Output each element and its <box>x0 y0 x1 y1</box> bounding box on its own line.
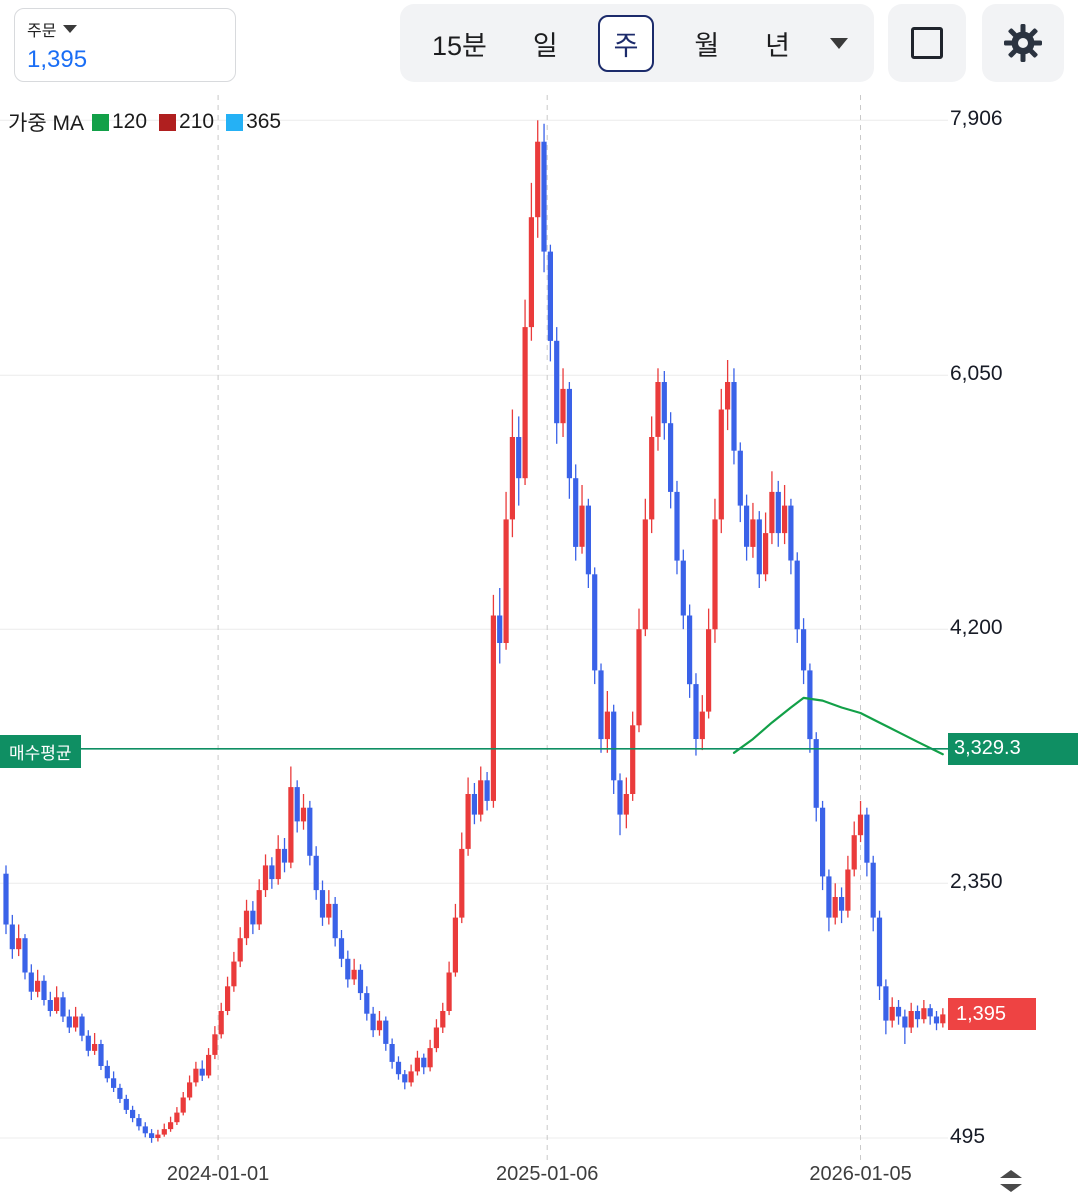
timeframe-dropdown-icon[interactable] <box>829 37 848 49</box>
fullscreen-button[interactable] <box>888 4 966 82</box>
order-box[interactable]: 주문 1,395 <box>14 8 236 82</box>
price-scale-toggle-icon[interactable] <box>998 1170 1024 1192</box>
tab-timeframe-2[interactable]: 주 <box>597 14 655 72</box>
buy-average-price-badge: 3,329.3 <box>948 732 1078 765</box>
ma-period-label: 365 <box>246 110 282 133</box>
ma-color-swatch <box>226 113 244 131</box>
settings-button[interactable] <box>982 4 1064 82</box>
order-dropdown-icon[interactable] <box>63 25 78 33</box>
tab-timeframe-3[interactable]: 월 <box>694 30 720 61</box>
tab-timeframe-1[interactable]: 일 <box>532 30 558 61</box>
tab-timeframe-0[interactable]: 15분 <box>432 30 487 61</box>
order-quantity-value: 1,395 <box>27 46 88 73</box>
price-axis-label: 4,200 <box>950 616 1003 640</box>
date-axis-label: 2025-01-06 <box>496 1163 599 1185</box>
ma-legend: 가중 MA 120 210 365 <box>8 107 281 137</box>
ma-period-label: 210 <box>179 110 215 133</box>
timeframe-tabbar: 15분 일 주 월 년 <box>400 4 874 82</box>
buy-average-label-badge: 매수평균 <box>0 734 81 768</box>
date-axis-label: 2026-01-05 <box>809 1163 912 1185</box>
ma-color-swatch <box>91 113 109 131</box>
ma-legend-title: 가중 MA <box>8 112 84 135</box>
candlestick-chart[interactable] <box>0 95 948 1160</box>
tab-timeframe-4[interactable]: 년 <box>765 30 790 61</box>
price-axis-label: 7,906 <box>950 107 1003 131</box>
price-axis-label: 495 <box>950 1125 986 1149</box>
ma-legend-item-365: 365 <box>226 110 281 134</box>
current-price-badge: 1,395 <box>948 998 1036 1031</box>
ma-legend-item-210: 210 <box>159 110 214 134</box>
ma-period-label: 120 <box>111 110 148 133</box>
price-axis-label: 6,050 <box>950 362 1003 386</box>
gear-icon <box>1004 24 1042 62</box>
ma-legend-item-120: 120 <box>91 110 148 134</box>
date-axis-label: 2024-01-01 <box>166 1163 270 1185</box>
price-axis-label: 2,350 <box>950 870 1003 894</box>
order-label: 주문 <box>27 23 57 40</box>
fullscreen-square-icon <box>911 27 943 59</box>
ma-color-swatch <box>159 113 177 131</box>
